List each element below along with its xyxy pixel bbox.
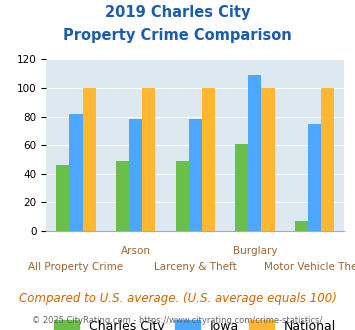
- Bar: [82, 88, 95, 231]
- Text: 2019 Charles City: 2019 Charles City: [105, 5, 250, 20]
- Bar: [70, 114, 82, 231]
- Bar: [129, 119, 142, 231]
- Bar: [321, 88, 334, 231]
- Bar: [189, 119, 202, 231]
- Text: Larceny & Theft: Larceny & Theft: [154, 262, 237, 272]
- Text: © 2025 CityRating.com - https://www.cityrating.com/crime-statistics/: © 2025 CityRating.com - https://www.city…: [32, 316, 323, 325]
- Text: Motor Vehicle Theft: Motor Vehicle Theft: [264, 262, 355, 272]
- Bar: [202, 88, 215, 231]
- Bar: [116, 161, 129, 231]
- Bar: [295, 221, 308, 231]
- Text: Compared to U.S. average. (U.S. average equals 100): Compared to U.S. average. (U.S. average …: [18, 292, 337, 305]
- Text: Property Crime Comparison: Property Crime Comparison: [63, 28, 292, 43]
- Text: All Property Crime: All Property Crime: [28, 262, 124, 272]
- Bar: [261, 88, 274, 231]
- Bar: [56, 165, 70, 231]
- Text: Burglary: Burglary: [233, 246, 277, 256]
- Bar: [142, 88, 155, 231]
- Bar: [235, 144, 248, 231]
- Bar: [248, 75, 261, 231]
- Bar: [308, 124, 321, 231]
- Legend: Charles City, Iowa, National: Charles City, Iowa, National: [54, 320, 337, 330]
- Text: Arson: Arson: [121, 246, 151, 256]
- Bar: [176, 161, 189, 231]
